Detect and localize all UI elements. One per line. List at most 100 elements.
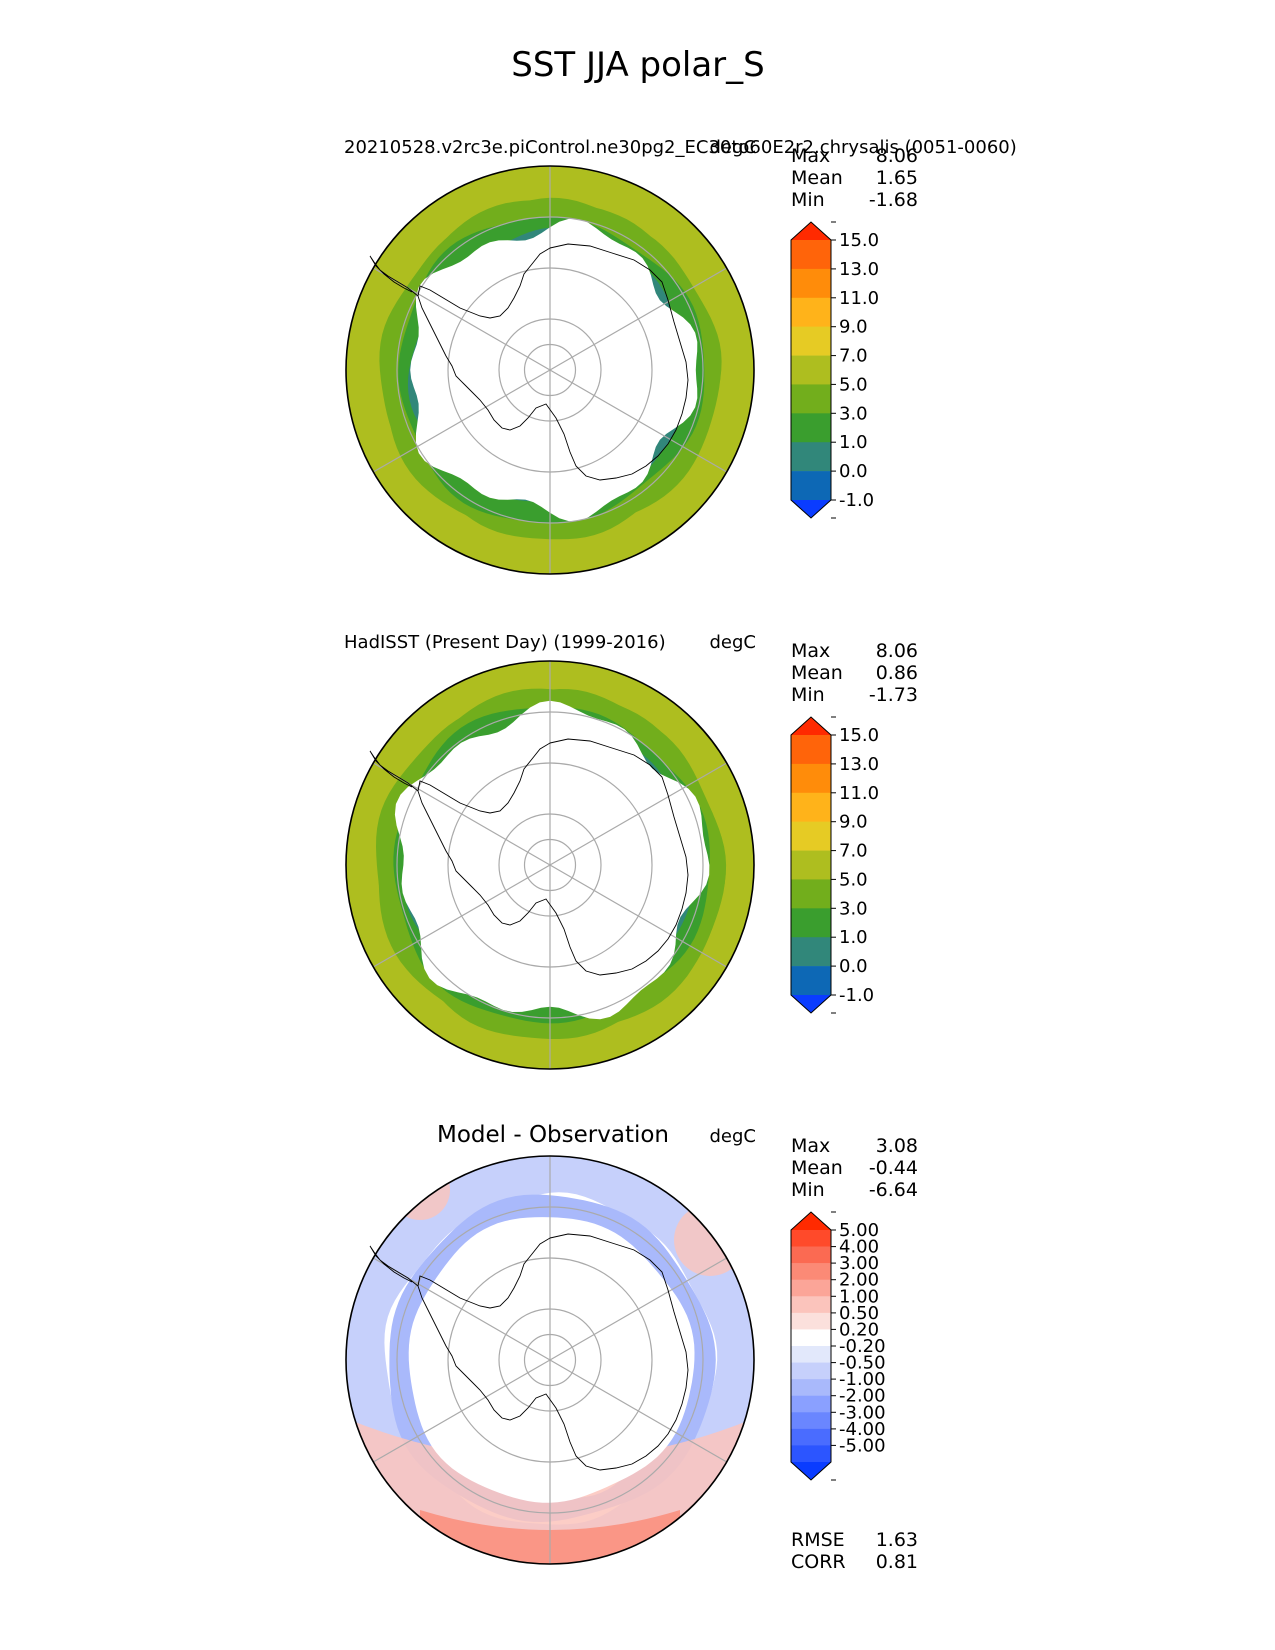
colorbar-segment [791,735,831,765]
colorbar-tick-label: 1.0 [839,927,868,948]
colorbar-tick-label: -1.0 [839,985,874,1006]
stat-label: Max [791,1135,830,1157]
colorbar-extend-bottom [791,500,831,518]
panel-obs-stats: Max 8.06 Mean 0.86 Min -1.73 [791,640,918,706]
colorbar-segment [791,1246,831,1264]
colorbar-outline [790,1211,832,1481]
map-boundary [345,1155,755,1565]
stat-value: 0.86 [876,662,918,684]
meridian-line [549,864,727,968]
colorbar-tick-label: -1.0 [839,490,874,511]
colorbar-tick-label: 3.0 [839,403,868,424]
figure-title: SST JJA polar_S [511,45,765,85]
colorbar-tick-label: -4.00 [839,1419,886,1440]
colorbar-segment [791,821,831,851]
coastline-path [417,1233,689,1471]
colorbar-tick-label: 9.0 [839,812,868,833]
panel-model: 20210528.v2rc3e.piControl.ne30pg2_EC30to… [344,137,1017,575]
meridian-line [373,369,551,473]
meridian-line [549,762,727,866]
colorbar-tick-label: 2.00 [839,1270,879,1291]
colorbar-tick-label: 7.0 [839,346,868,367]
colorbar-extend-top [791,1212,831,1230]
colorbar-segment [791,413,831,443]
colorbar-segment [791,1379,831,1397]
colorbar-segment [791,355,831,385]
colorbar-tick-label: 5.0 [839,869,868,890]
colorbar-tick-label: 1.0 [839,432,868,453]
map-boundary [345,660,755,1070]
colorbar-segment [791,1445,831,1463]
sea-ice-mask [394,700,710,1020]
stat-label: Mean [791,167,843,189]
meridian-line [373,1359,551,1463]
map-graticule [373,1156,727,1564]
meridian-line [549,1257,727,1361]
colorbar-segment [791,879,831,909]
colorbar-extend-top [791,717,831,735]
colorbar-segment [791,1428,831,1446]
colorbar-obs: 15.0 13.0 11.0 9.0 7.0 5.0 3.0 1.0 0.0 -1.0 [790,716,879,1014]
colorbar-diff: 5.004.003.002.001.000.500.20-0.20-0.50-1… [790,1211,886,1481]
colorbar-segment [791,1346,831,1363]
panel-diff-title: Model - Observation [437,1122,669,1148]
colorbar-tick-label: 0.0 [839,461,868,482]
colorbar-tick-label: 5.00 [839,1220,879,1241]
colorbar-segment [791,1362,831,1380]
colorbar-segment [791,297,831,327]
colorbar-segment [791,384,831,414]
colorbar-tick-label: 15.0 [839,725,879,746]
stat-value: -0.44 [869,1157,918,1179]
colorbar-segment [791,471,831,501]
panel-model-title: 20210528.v2rc3e.piControl.ne30pg2_EC30to… [344,137,1017,158]
stat-value: 1.63 [876,1529,918,1551]
colorbar-segment [791,763,831,794]
antarctica-coastline [369,243,689,481]
colorbar-segment [791,326,831,356]
colorbar-segment [791,240,831,270]
stat-label: CORR [791,1551,846,1573]
colorbar-segment [791,1279,831,1297]
colorbar-tick-label: 0.20 [839,1319,879,1340]
stat-label: Min [791,684,825,706]
stat-label: RMSE [791,1529,845,1551]
peninsula-path [369,750,419,792]
stat-label: Mean [791,662,843,684]
colorbar-tick-label: 0.0 [839,956,868,977]
stat-value: 8.06 [876,145,918,167]
colorbar-segment [791,792,831,822]
panel-obs-units: degC [710,632,757,653]
colorbar-tick-label: 15.0 [839,230,879,251]
meridian-line [373,864,551,968]
colorbar-tick-label: -3.00 [839,1402,886,1423]
diff-warm-region [674,1204,746,1276]
stat-label: Max [791,145,830,167]
meridian-line [549,1359,727,1463]
colorbar-tick-label: -1.00 [839,1369,886,1390]
colorbar-tick-label: 1.00 [839,1286,879,1307]
diff-warm-region [390,1160,450,1220]
colorbar-tick-label: 5.0 [839,374,868,395]
colorbar-segment [791,966,831,996]
colorbar-segment [791,442,831,472]
colorbar-tick-label: -0.50 [839,1353,886,1374]
polar-map-obs [345,660,755,1070]
colorbar-segment [791,1263,831,1281]
stat-value: 0.81 [876,1551,918,1573]
panel-diff-stats: Max 3.08 Mean -0.44 Min -6.64 [791,1135,918,1201]
colorbar-tick-label: -0.20 [839,1336,886,1357]
stat-label: Min [791,189,825,211]
antarctica-coastline [369,738,689,976]
stat-value: -1.68 [869,189,918,211]
colorbar-tick-label: 4.00 [839,1237,879,1258]
panel-diff-units: degC [710,1126,757,1147]
stat-label: Mean [791,1157,843,1179]
colorbar-segment [791,1230,831,1247]
colorbar-segment [791,268,831,299]
stat-value: -6.64 [869,1179,918,1201]
polar-map-model [345,165,755,575]
colorbar-tick-label: 13.0 [839,259,879,280]
meridian-line [549,267,727,371]
colorbar-tick-label: 7.0 [839,841,868,862]
